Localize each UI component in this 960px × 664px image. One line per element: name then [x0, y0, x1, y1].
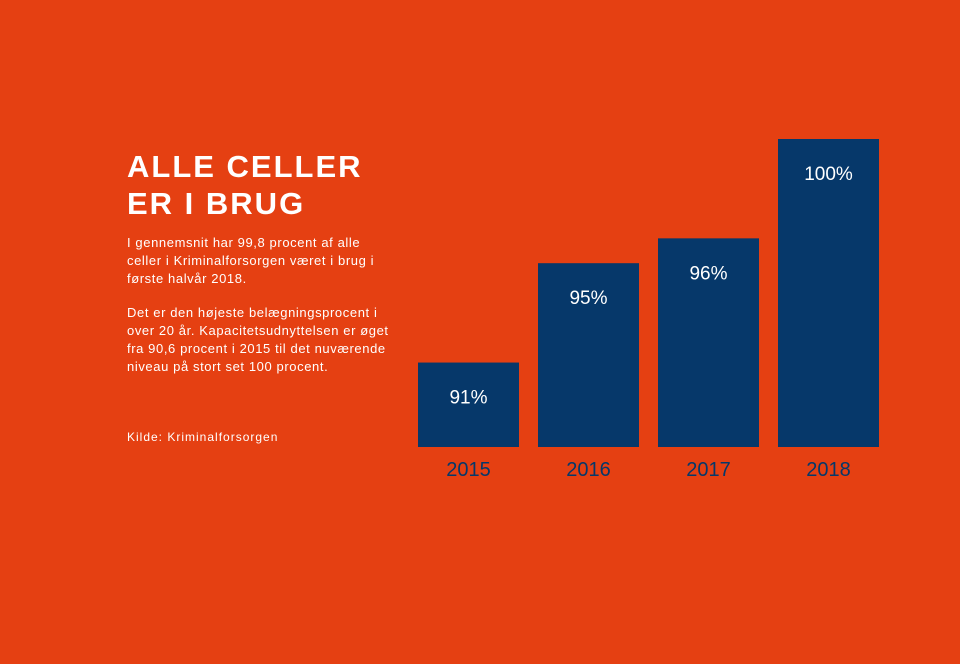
- description-paragraph-2: Det er den højeste belægningsprocent i o…: [127, 305, 389, 374]
- chart-title: ALLE CELLER ER I BRUG: [127, 148, 363, 222]
- value-label-2015: 91%: [449, 388, 487, 409]
- bar-2017: [658, 238, 759, 447]
- x-tick-label-2017: 2017: [686, 459, 731, 481]
- x-tick-label-2016: 2016: [566, 459, 611, 481]
- value-label-2017: 96%: [689, 263, 727, 284]
- title-line-1: ALLE CELLER: [127, 149, 363, 184]
- bar-2015: [418, 362, 519, 447]
- title-line-2: ER I BRUG: [127, 186, 306, 221]
- bar-2018: [778, 139, 879, 447]
- description-paragraph-1: I gennemsnit har 99,8 procent af alle ce…: [127, 235, 375, 286]
- bar-2016: [538, 263, 639, 447]
- value-label-2018: 100%: [804, 164, 853, 185]
- x-tick-label-2015: 2015: [446, 459, 491, 481]
- source-note: Kilde: Kriminalforsorgen: [127, 430, 279, 444]
- value-label-2016: 95%: [569, 288, 607, 309]
- x-tick-label-2018: 2018: [806, 459, 851, 481]
